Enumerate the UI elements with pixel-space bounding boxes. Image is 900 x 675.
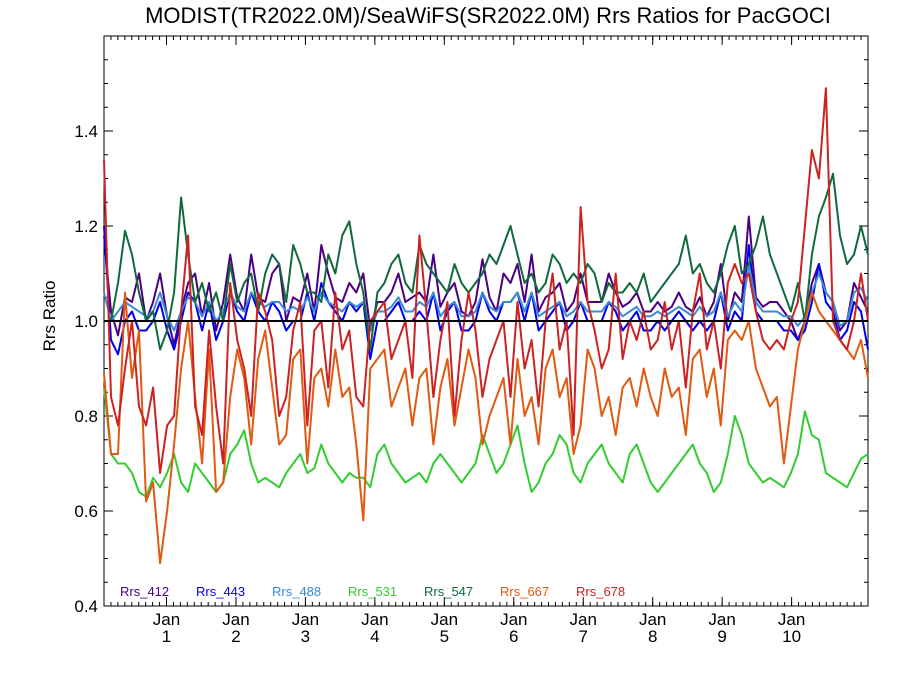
- series-line-rrs-412: [103, 215, 869, 346]
- x-tick-label-day: 6: [509, 627, 518, 646]
- chart-title: MODIST(TR2022.0M)/SeaWiFS(SR2022.0M) Rrs…: [145, 3, 831, 28]
- y-tick-label: 0.4: [74, 597, 98, 616]
- x-tick-label-month: Jan: [500, 610, 527, 629]
- x-tick-label-month: Jan: [153, 610, 180, 629]
- x-tick-label-day: 10: [782, 627, 801, 646]
- legend-entry-rrs-667: Rrs_667: [500, 584, 549, 599]
- y-tick-label: 0.6: [74, 502, 98, 521]
- x-tick-label-month: Jan: [431, 610, 458, 629]
- x-tick-label-day: 5: [440, 627, 449, 646]
- series-line-rrs-531: [103, 387, 869, 498]
- series-line-rrs-667: [103, 291, 869, 565]
- x-tick-label-month: Jan: [222, 610, 249, 629]
- x-tick-label-month: Jan: [708, 610, 735, 629]
- y-tick-label: 0.8: [74, 407, 98, 426]
- series-line-rrs-547: [104, 172, 869, 351]
- x-tick-label-month: Jan: [292, 610, 319, 629]
- y-tick-label: 1.4: [74, 122, 98, 141]
- series-line-rrs-678: [103, 87, 869, 474]
- legend-entry-rrs-678: Rrs_678: [576, 584, 625, 599]
- legend-entry-rrs-488: Rrs_488: [272, 584, 321, 599]
- x-tick-label-month: Jan: [778, 610, 805, 629]
- x-tick-label-month: Jan: [639, 610, 666, 629]
- x-tick-label-day: 7: [579, 627, 588, 646]
- x-tick-label-day: 9: [717, 627, 726, 646]
- legend-entry-rrs-531: Rrs_531: [348, 584, 397, 599]
- legend-entry-rrs-547: Rrs_547: [424, 584, 473, 599]
- y-tick-label: 1.2: [74, 217, 98, 236]
- x-tick-label-month: Jan: [361, 610, 388, 629]
- x-tick-label-day: 1: [162, 627, 171, 646]
- y-tick-label: 1.0: [74, 312, 98, 331]
- y-axis-label: Rrs Ratio: [40, 281, 59, 352]
- x-tick-label-day: 4: [370, 627, 379, 646]
- legend-entry-rrs-412: Rrs_412: [120, 584, 169, 599]
- x-tick-label-day: 8: [648, 627, 657, 646]
- plot-area: 0.40.60.81.01.21.4Jan1Jan2Jan3Jan4Jan5Ja…: [74, 35, 869, 646]
- x-tick-label-day: 2: [231, 627, 240, 646]
- legend-entry-rrs-443: Rrs_443: [196, 584, 245, 599]
- x-tick-label-month: Jan: [570, 610, 597, 629]
- x-tick-label-day: 3: [301, 627, 310, 646]
